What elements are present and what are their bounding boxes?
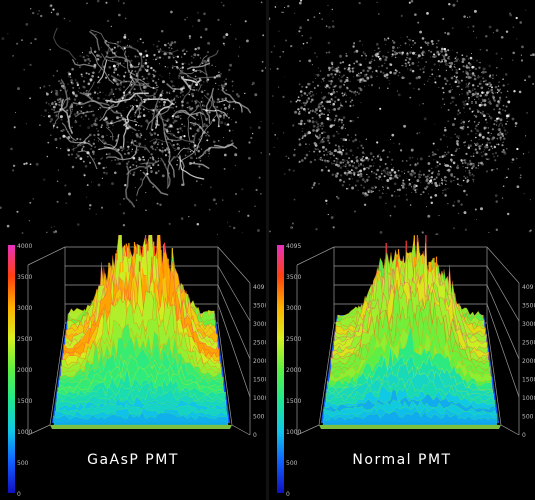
side-axis-tick-label: 1500 <box>522 377 535 384</box>
plot-floor <box>319 425 501 429</box>
side-axis-tick-label: 409 <box>253 284 265 291</box>
colorbar-tick-label: 4095 <box>286 243 301 250</box>
gaasp-intensity-surface-plot: 4000 3500 3000 2500 2000 1500 1000 500 0 409 3500 3… <box>0 235 266 500</box>
side-axis-tick-label: 2500 <box>522 340 535 347</box>
colorbar-tick-label: 1000 <box>17 429 32 436</box>
side-axis-tick-label: 409 <box>522 284 534 291</box>
colorbar-tick-label: 500 <box>286 460 298 467</box>
side-axis-tick-label: 2000 <box>253 358 266 365</box>
panel-gaasp: 4000 3500 3000 2500 2000 1500 1000 500 0 409 3500 3… <box>0 0 266 500</box>
micrograph-speckle <box>269 0 535 235</box>
colorbar-tick-label: 1000 <box>286 429 301 436</box>
normal-intensity-surface-plot: 4095 3500 3000 2500 2000 1500 1000 500 0 409 3500 3… <box>269 235 535 500</box>
side-axis-tick-label: 0 <box>522 432 526 439</box>
side-axis-tick-label: 2000 <box>522 358 535 365</box>
side-axis-tick-label: 3500 <box>253 303 266 310</box>
side-axis-tick-label: 1000 <box>253 395 266 402</box>
colorbar-tick-label: 500 <box>17 460 29 467</box>
colorbar-tick-label: 2000 <box>17 367 32 374</box>
colorbar-tick-label: 3000 <box>286 305 301 312</box>
intensity-surface <box>321 235 499 426</box>
normal-micrograph <box>269 0 535 235</box>
colorbar-tick-label: 3000 <box>17 305 32 312</box>
colorbar-tick-label: 3500 <box>17 274 32 281</box>
side-axis-tick-label: 3500 <box>522 303 535 310</box>
micrograph-speckle <box>0 0 266 235</box>
normal-caption: Normal PMT <box>352 452 452 468</box>
plot-axes-frame <box>27 246 251 436</box>
side-axis-tick-label: 2500 <box>253 340 266 347</box>
side-axis-tick-label: 1500 <box>253 377 266 384</box>
side-axis-tick-label: 500 <box>522 414 534 421</box>
plot-axes-frame <box>296 246 520 436</box>
colorbar-tick-label: 1500 <box>17 398 32 405</box>
colorbar-tick-label: 0 <box>286 491 290 498</box>
panel-normal: 4095 3500 3000 2500 2000 1500 1000 500 0 409 3500 3… <box>269 0 535 500</box>
colorbar-tick-label: 3500 <box>286 274 301 281</box>
colorbar-tick-label: 1500 <box>286 398 301 405</box>
colorbar-tick-label: 2500 <box>286 336 301 343</box>
panel-divider <box>266 0 269 500</box>
gaasp-caption: GaAsP PMT <box>87 452 179 468</box>
colorbar <box>8 245 15 493</box>
side-axis-tick-label: 1000 <box>522 395 535 402</box>
side-axis-tick-label: 0 <box>253 432 257 439</box>
plot-floor <box>50 425 232 429</box>
colorbar-tick-label: 2000 <box>286 367 301 374</box>
side-axis-tick-label: 500 <box>253 414 265 421</box>
colorbar-tick-label: 2500 <box>17 336 32 343</box>
side-axis-tick-label: 3000 <box>253 321 266 328</box>
intensity-surface <box>52 235 230 426</box>
gaasp-micrograph <box>0 0 266 235</box>
colorbar <box>277 245 284 493</box>
side-axis-tick-label: 3000 <box>522 321 535 328</box>
colorbar-tick-label: 0 <box>17 491 21 498</box>
colorbar-tick-label: 4000 <box>17 243 32 250</box>
